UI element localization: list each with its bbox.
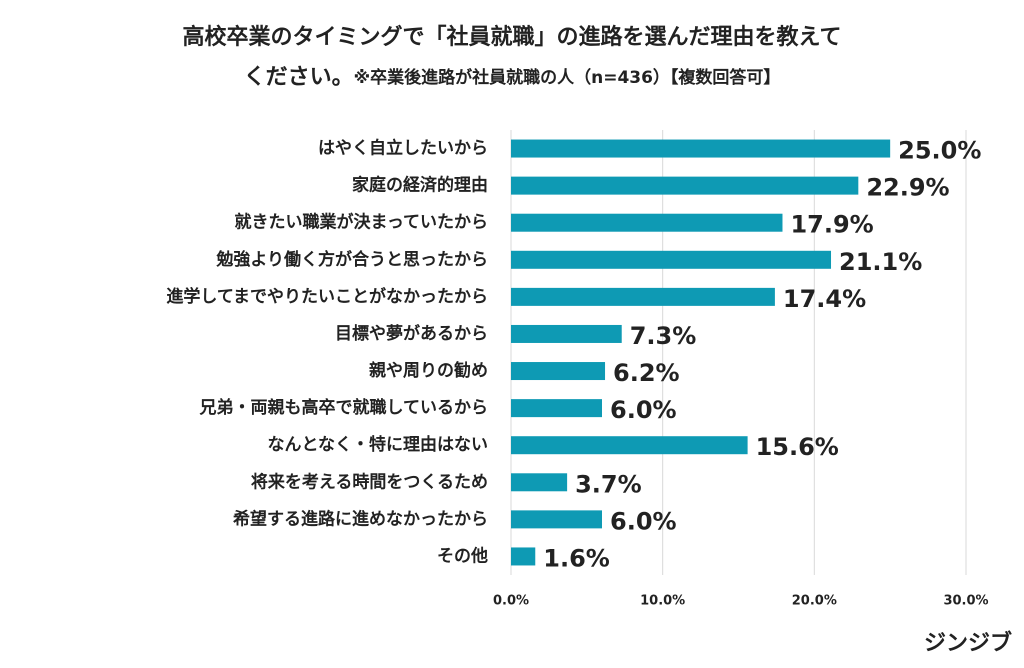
x-tick-label: 10.0% (640, 594, 685, 609)
x-tick-label: 30.0% (943, 594, 988, 609)
value-label: 17.4% (783, 285, 866, 313)
bar (511, 510, 602, 529)
bar (511, 213, 783, 232)
x-tick-label: 0.0% (493, 594, 529, 609)
y-tick-label: はやく自立したいから (318, 138, 488, 159)
value-label: 21.1% (839, 248, 922, 276)
brand: ジンジブ (924, 630, 1012, 656)
value-label: 7.3% (630, 322, 697, 350)
bar (511, 139, 891, 158)
y-tick-label: 兄弟・両親も高卒で就職しているから (199, 397, 489, 418)
bar (511, 547, 536, 566)
bar (511, 399, 602, 418)
y-tick-label: その他 (437, 545, 488, 566)
bar (511, 176, 859, 195)
chart-title: ください。 (244, 65, 354, 90)
bar (511, 436, 748, 455)
y-tick-label: 進学してまでやりたいことがなかったから (166, 286, 488, 307)
value-label: 25.0% (898, 137, 981, 165)
y-tick-label: 勉強より働く方が合うと思ったから (215, 249, 488, 270)
bar (511, 250, 832, 269)
y-tick-label: なんとなく・特に理由はない (268, 434, 489, 455)
y-tick-label: 希望する進路に進めなかったから (233, 508, 488, 529)
value-label: 1.6% (543, 544, 610, 572)
value-label: 3.7% (575, 470, 642, 498)
value-label: 22.9% (866, 174, 949, 202)
value-label: 6.2% (613, 359, 680, 387)
bar (511, 362, 606, 381)
y-tick-label: 家庭の経済的理由 (352, 175, 488, 196)
value-label: 6.0% (610, 396, 677, 424)
y-tick-label: 就きたい職業が決まっていたから (235, 212, 488, 233)
x-tick-label: 20.0% (792, 594, 837, 609)
y-tick-label: 目標や夢があるから (335, 323, 488, 344)
y-tick-label: 将来を考える時間をつくるため (251, 471, 488, 492)
value-label: 17.9% (790, 211, 873, 239)
value-label: 15.6% (756, 433, 839, 461)
chart-title: 高校卒業のタイミングで「社員就職」の進路を選んだ理由を教えて (183, 24, 842, 50)
bar (511, 473, 568, 492)
value-label: 6.0% (610, 507, 677, 535)
chart-title-line: ください。※卒業後進路が社員就職の人（n=436）【複数回答可】 (244, 65, 781, 90)
bar (511, 287, 775, 306)
bar (511, 324, 622, 343)
chart-subtitle: ※卒業後進路が社員就職の人（n=436）【複数回答可】 (354, 67, 781, 88)
y-tick-label: 親や周りの勧め (369, 360, 488, 381)
